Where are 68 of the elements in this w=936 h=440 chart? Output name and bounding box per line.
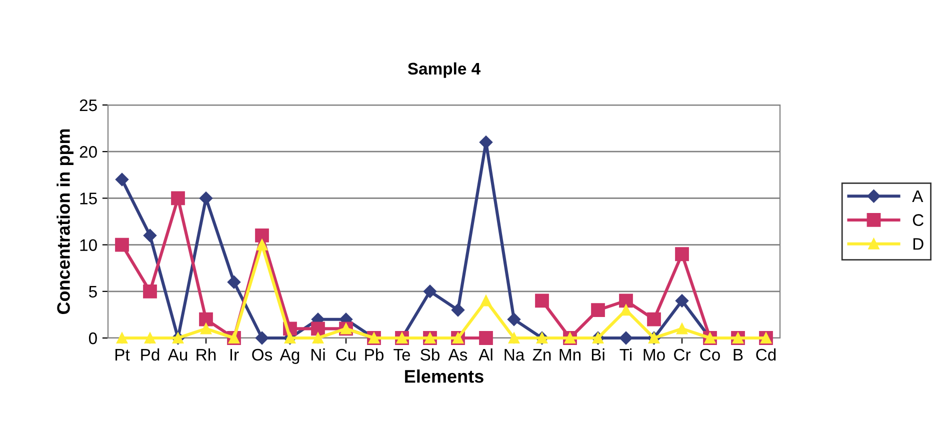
- x-tick-label: Cd: [756, 348, 776, 361]
- point: [675, 247, 689, 262]
- x-tick-label: Pt: [115, 349, 130, 361]
- x-tick-label: Co: [700, 348, 720, 361]
- point: [480, 295, 492, 306]
- point: [479, 331, 493, 345]
- x-tick-label: Zn: [532, 349, 551, 360]
- legend-label: C: [912, 214, 924, 226]
- point: [312, 332, 324, 344]
- point: [479, 136, 493, 149]
- x-tick-label: Mn: [560, 349, 580, 360]
- x-tick-label: Os: [252, 348, 272, 361]
- x-tick-label: Ag: [280, 349, 300, 364]
- point: [620, 304, 632, 316]
- x-tick-label: Rh: [196, 348, 216, 360]
- point: [619, 294, 633, 308]
- x-tick-label: Mo: [644, 349, 665, 361]
- x-tick-label: Ti: [620, 348, 632, 360]
- point: [143, 228, 157, 242]
- point: [311, 322, 325, 336]
- y-tick-label: 20: [80, 146, 97, 158]
- legend-label: A: [912, 190, 924, 202]
- y-tick-label: 10: [80, 239, 97, 252]
- x-tick-label: Pd: [141, 348, 160, 361]
- point: [227, 275, 241, 289]
- x-tick-label: Ir: [230, 349, 239, 360]
- x-tick-label: Na: [504, 349, 525, 361]
- point: [115, 172, 129, 186]
- x-tick-label: As: [448, 349, 468, 361]
- point: [619, 331, 633, 345]
- point: [451, 303, 465, 317]
- point: [535, 294, 549, 308]
- point: [199, 312, 213, 326]
- x-axis-title: Elements: [405, 370, 484, 383]
- point: [508, 332, 520, 344]
- x-tick-label: Cr: [674, 348, 691, 361]
- point: [591, 303, 605, 317]
- x-tick-label: Pb: [365, 348, 384, 361]
- y-axis-title: Concentration in ppm: [56, 129, 74, 314]
- point: [143, 284, 157, 298]
- x-tick-label: Cu: [336, 348, 356, 361]
- point: [115, 238, 129, 252]
- point: [200, 323, 212, 334]
- x-tick-label: Al: [478, 348, 492, 360]
- point: [171, 191, 185, 206]
- point: [507, 312, 521, 326]
- x-tick-label: Ni: [311, 348, 325, 360]
- y-tick-label: 0: [88, 332, 97, 344]
- x-tick-label: Bi: [592, 348, 604, 360]
- legend-label: D: [913, 238, 924, 250]
- point: [256, 239, 268, 250]
- x-tick-label: Au: [168, 349, 188, 361]
- x-tick-label: B: [734, 349, 743, 360]
- point: [199, 192, 213, 205]
- x-tick-label: Te: [394, 349, 410, 361]
- point: [676, 323, 688, 334]
- x-tick-label: Sb: [420, 348, 440, 361]
- chart-title: Sample 4: [408, 62, 481, 78]
- point: [255, 331, 269, 345]
- y-tick-label: 5: [88, 286, 97, 298]
- point: [144, 332, 156, 344]
- point: [116, 332, 128, 344]
- y-tick-label: 15: [80, 192, 97, 204]
- point: [423, 284, 437, 298]
- point: [255, 228, 269, 242]
- point: [647, 312, 661, 326]
- y-tick-label: 25: [80, 99, 97, 112]
- point: [675, 294, 689, 308]
